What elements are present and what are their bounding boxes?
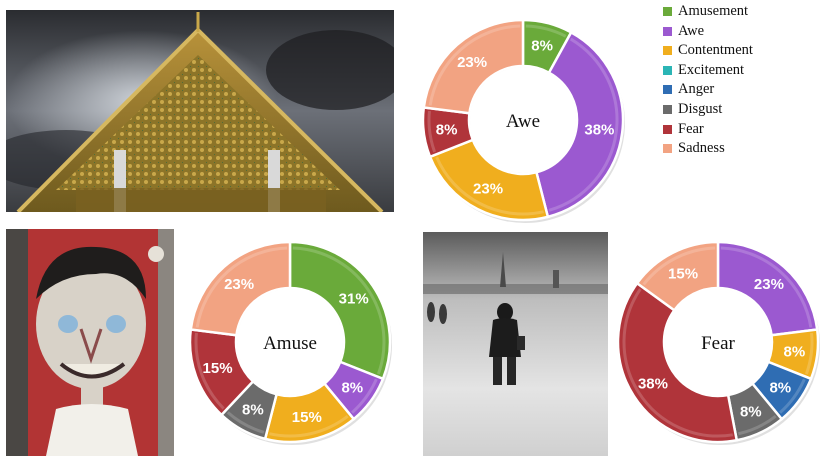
slice-highlight: [738, 415, 777, 436]
slice-label-contentment: 8%: [784, 344, 806, 361]
fear-donut-chart: 23% 8% 8% 8% 38% 15% Fear: [616, 240, 820, 445]
legend-item-contentment: Contentment: [663, 41, 823, 61]
legend-label: Sadness: [678, 140, 725, 157]
slice-highlight: [622, 288, 734, 438]
legend-swatch: [663, 26, 672, 36]
slice-highlight: [351, 378, 378, 414]
legend-swatch: [663, 65, 672, 75]
slice-label-sadness: 23%: [224, 276, 254, 293]
slice-label-amusement: 31%: [339, 291, 369, 308]
legend-item-fear: Fear: [663, 120, 823, 140]
slice-highlight: [779, 378, 806, 414]
slice-highlight: [642, 246, 716, 286]
slice-highlight: [292, 246, 386, 375]
legend-label: Disgust: [678, 100, 723, 117]
slice-fear: [616, 281, 739, 444]
slice-label-amusement: 8%: [531, 37, 553, 54]
legend-label: Anger: [678, 81, 715, 98]
slice-label-contentment: 15%: [292, 409, 322, 426]
slice-highlight: [226, 411, 265, 434]
slice-contentment: [428, 138, 550, 222]
slice-highlight: [194, 332, 225, 410]
slice-label-fear: 38%: [638, 375, 668, 392]
legend-item-awe: Awe: [663, 22, 823, 42]
slice-label-awe: 23%: [754, 276, 784, 293]
slice-label-fear: 8%: [436, 122, 458, 139]
legend-swatch: [663, 144, 672, 154]
legend-swatch: [663, 85, 672, 95]
donut-hole: [237, 289, 343, 395]
slice-highlight: [427, 110, 437, 153]
donut-center-label: Fear: [701, 333, 735, 354]
slice-sadness: [635, 240, 720, 313]
slice-awe: [716, 240, 819, 337]
slice-highlight: [269, 415, 349, 438]
slice-highlight: [428, 24, 521, 106]
slice-highlight: [804, 332, 814, 375]
slice-label-awe: 38%: [584, 122, 614, 139]
slice-label-disgust: 8%: [242, 401, 264, 418]
awe-donut-chart: 8% 38% 23% 8% 23% Awe: [421, 18, 625, 223]
slice-highlight: [525, 24, 567, 38]
legend-item-amusement: Amusement: [663, 2, 823, 22]
slice-awe: [534, 30, 625, 219]
legend-label: Excitement: [678, 61, 745, 78]
amuse-donut-chart: 31% 8% 15% 8% 15% 23% Amuse: [188, 240, 392, 445]
donut-hole: [470, 67, 576, 173]
slice-amusement: [288, 240, 392, 381]
emotion-legend: Amusement Awe Contentment Excitement Ang…: [663, 2, 823, 159]
legend-swatch: [663, 46, 672, 56]
slice-highlight: [195, 246, 288, 328]
legend-swatch: [663, 124, 672, 134]
slice-highlight: [720, 246, 813, 328]
donut-center-label: Amuse: [263, 333, 317, 354]
street-art-face-photo: [6, 229, 174, 456]
slice-label-contentment: 23%: [473, 181, 503, 198]
slice-label-disgust: 8%: [740, 404, 762, 421]
legend-label: Fear: [678, 120, 704, 137]
slice-highlight: [548, 37, 619, 212]
foggy-figure-photo: [423, 232, 608, 456]
legend-item-excitement: Excitement: [663, 61, 823, 81]
slice-label-fear: 15%: [203, 360, 233, 377]
slice-label-awe: 8%: [341, 379, 363, 396]
slice-label-sadness: 15%: [668, 265, 698, 282]
legend-label: Contentment: [678, 42, 753, 59]
legend-item-anger: Anger: [663, 80, 823, 100]
slice-label-sadness: 23%: [457, 54, 487, 71]
legend-label: Amusement: [678, 3, 749, 19]
legend-item-disgust: Disgust: [663, 100, 823, 120]
legend-item-sadness: Sadness: [663, 139, 823, 159]
temple-roof-photo: [6, 10, 394, 212]
legend-label: Awe: [678, 22, 705, 39]
slice-highlight: [435, 156, 544, 216]
legend-swatch: [663, 104, 672, 114]
slice-sadness: [189, 240, 292, 337]
donut-hole: [665, 289, 771, 395]
slice-label-anger: 8%: [769, 379, 791, 396]
slice-sadness: [422, 18, 525, 115]
donut-center-label: Awe: [506, 111, 540, 132]
legend-swatch: [663, 7, 672, 16]
